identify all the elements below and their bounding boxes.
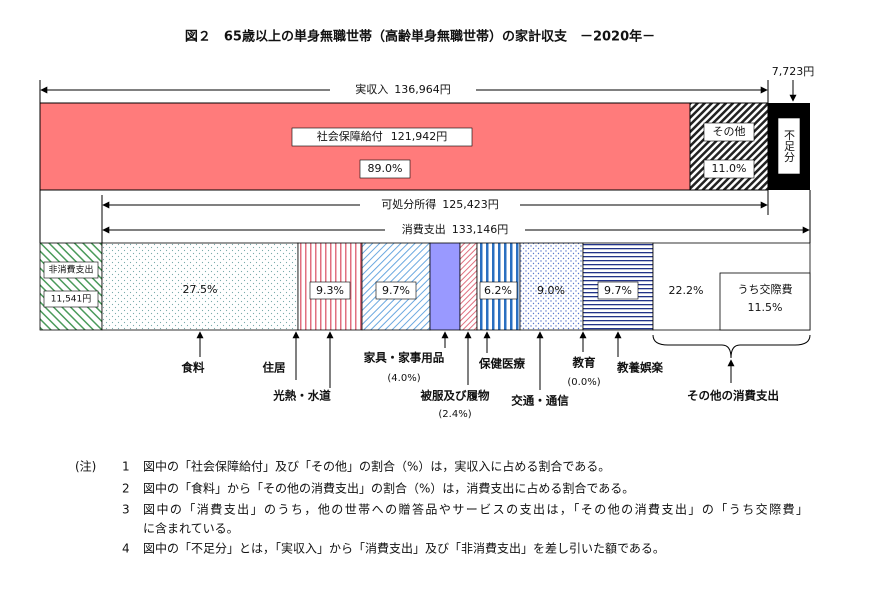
label: 消費支出 <box>402 222 446 236</box>
spending-label: 消費支出 133,146円 <box>402 222 509 236</box>
education-pct: (0.0%) <box>567 377 600 388</box>
culture-pct: 9.7% <box>604 284 632 297</box>
clothing-pct: (2.4%) <box>438 409 471 420</box>
note-number: 3 <box>122 503 130 517</box>
food-bar <box>101 242 299 331</box>
food-label: 食料 <box>182 361 205 375</box>
note-number: 2 <box>122 482 130 496</box>
furniture-pct: (4.0%) <box>387 373 420 384</box>
title: 図２ 65歳以上の単身無職世帯（高齢単身無職世帯）の家計収支 －2020年－ <box>185 29 655 45</box>
clothing-label: 被服及び履物 <box>421 389 490 403</box>
social-expense-label: うち交際費 <box>738 282 793 296</box>
transport-label: 交通・通信 <box>511 394 569 408</box>
amount: 136,964円 <box>394 83 451 96</box>
amount: 125,423円 <box>442 198 499 211</box>
clothing-bar <box>459 242 478 331</box>
label: 可処分所得 <box>381 198 436 211</box>
furniture-label: 家具・家事用品 <box>364 351 445 365</box>
food-pct: 27.5% <box>183 283 218 296</box>
other-income-label: その他 <box>713 125 746 138</box>
utilities-pct: 9.7% <box>382 284 410 297</box>
social-expense-box <box>719 272 811 331</box>
other-spending-pct: 22.2% <box>669 284 704 297</box>
label: 社会保障給付 <box>317 129 383 143</box>
income-label: 実収入 136,964円 <box>355 82 451 96</box>
note-text: 図中の「食料」から「その他の消費支出」の割合（%）は，消費支出に占める割合である… <box>143 481 634 496</box>
utilities-label: 光熱・水道 <box>272 389 331 403</box>
disposable-label: 可処分所得 125,423円 <box>381 198 499 211</box>
medical-label: 保健医療 <box>478 357 525 371</box>
amount: 133,146円 <box>452 223 509 236</box>
non-consumption-bar <box>39 242 103 331</box>
housing-label: 住居 <box>263 361 286 375</box>
shortfall-amount: 7,723円 <box>772 65 815 78</box>
education-label: 教育 <box>572 356 596 370</box>
other-income-pct: 11.0% <box>712 162 747 175</box>
social-security-pct: 89.0% <box>368 162 403 175</box>
other-spending-label: その他の消費支出 <box>687 389 779 403</box>
non-consumption-label: 非消費支出 <box>48 264 93 276</box>
transport-bar <box>519 242 584 331</box>
note-text: に含まれている。 <box>143 521 239 536</box>
note-number: 1 <box>122 460 130 474</box>
note-text: 図中の「消費支出」のうち，他の世帯への贈答品やサービスの支出は，「その他の消費支… <box>143 502 808 517</box>
note-number: 4 <box>122 542 130 556</box>
furniture-bar <box>429 242 461 331</box>
medical-pct: 6.2% <box>484 284 512 297</box>
amount: 121,942円 <box>391 130 448 143</box>
note-text: 図中の「社会保障給付」及び「その他」の割合（%）は，実収入に占める割合である。 <box>143 459 610 474</box>
notes-marker: (注) <box>75 459 96 474</box>
housing-pct: 9.3% <box>316 284 344 297</box>
note-text: 図中の「不足分」とは，「実収入」から「消費支出」及び「非消費支出」を差し引いた額… <box>143 541 665 556</box>
social-security-label: 社会保障給付 121,942円 <box>317 129 448 143</box>
social-expense-pct: 11.5% <box>748 301 783 314</box>
shortfall-label: 不足分 <box>783 130 796 163</box>
culture-label: 教養娯楽 <box>616 361 663 375</box>
label: 実収入 <box>355 82 388 96</box>
non-consumption-amount: 11,541円 <box>51 294 92 305</box>
transport-pct: 9.0% <box>537 284 565 297</box>
